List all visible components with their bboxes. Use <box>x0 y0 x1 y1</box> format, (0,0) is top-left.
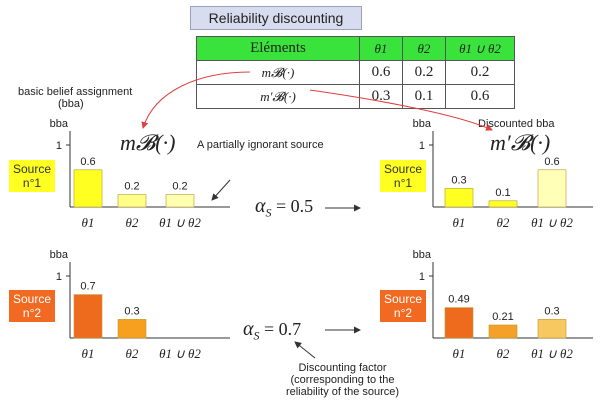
m-prime-formula: m′𝓑(·) <box>490 130 551 155</box>
category-label: θ1 <box>453 346 466 361</box>
data-label: 0.7 <box>80 281 95 293</box>
bar <box>488 200 518 208</box>
bar <box>444 307 474 339</box>
alpha-symbol: α <box>255 195 266 217</box>
data-label: 0.49 <box>448 294 469 306</box>
source1-label-right: Source n°1 <box>380 160 426 192</box>
alpha-value-1: = 0.5 <box>276 196 314 216</box>
table-cell: 0.2 <box>445 60 515 85</box>
source2-label-right: Source n°2 <box>380 290 426 322</box>
y-axis-label: bba <box>50 249 69 261</box>
header-elements: Eléments <box>196 36 360 61</box>
y-axis-label: bba <box>413 249 432 261</box>
bar <box>165 194 195 208</box>
bar <box>117 194 147 208</box>
bba-annotation-line2: (bba) <box>58 98 84 110</box>
alpha-subscript: S <box>253 328 260 343</box>
table-row: m′𝓑(·) 0.3 0.1 0.6 <box>196 84 515 109</box>
source-label-line2: n°2 <box>22 306 42 320</box>
table-to-m-arrow <box>141 71 251 129</box>
source2-label-left: Source n°2 <box>9 290 55 322</box>
ignorant-source-note: A partially ignorant source <box>197 139 324 151</box>
bar <box>537 319 567 339</box>
category-label: θ1 ∪ θ2 <box>531 346 573 361</box>
row-label-m-prime: m′𝓑(·) <box>196 84 360 109</box>
header-union: θ1 ∪ θ2 <box>445 36 515 61</box>
alpha-symbol: α <box>243 318 254 340</box>
data-label: 0.1 <box>495 187 510 199</box>
bar <box>117 319 147 339</box>
category-label: θ1 <box>453 215 466 230</box>
discounting-factor-note: Discounting factor (corresponding to the… <box>280 362 405 398</box>
category-label: θ2 <box>126 346 139 361</box>
alpha-value-2: = 0.7 <box>264 319 302 339</box>
data-label: 0.3 <box>451 174 466 186</box>
category-label: θ2 <box>497 215 510 230</box>
row-label-m: m𝓑(·) <box>196 60 360 85</box>
data-label: 0.3 <box>124 305 139 317</box>
table-cell: 0.6 <box>445 84 515 109</box>
table-cell: 0.6 <box>359 60 403 85</box>
data-label: 0.21 <box>492 311 513 323</box>
source-label-line2: n°1 <box>393 176 413 190</box>
factor-line1: Discounting factor <box>298 362 387 374</box>
bar <box>73 169 103 208</box>
data-label: 0.6 <box>544 156 559 168</box>
category-label: θ2 <box>497 346 510 361</box>
table-cell: 0.2 <box>402 60 446 85</box>
category-label: θ1 ∪ θ2 <box>159 215 201 230</box>
source-label-line1: Source <box>12 162 52 176</box>
source-label-line1: Source <box>383 292 423 306</box>
y-axis-label: bba <box>413 118 432 130</box>
alpha-subscript: S <box>265 205 272 220</box>
elements-table: Eléments θ1 θ2 θ1 ∪ θ2 m𝓑(·) 0.6 0.2 0.2… <box>196 36 515 109</box>
header-theta2: θ2 <box>402 36 446 61</box>
factor-line2: (corresponding to the <box>290 374 395 386</box>
discounted-bba-note: Discounted bba <box>478 118 555 130</box>
data-label: 0.6 <box>80 156 95 168</box>
factor-line3: reliability of the source) <box>285 386 400 398</box>
bar <box>488 324 518 339</box>
category-label: θ1 <box>82 215 95 230</box>
y-axis-label: bba <box>50 118 69 130</box>
table-cell: 0.1 <box>402 84 446 109</box>
source1-label-left: Source n°1 <box>9 160 55 192</box>
table-to-m-prime-arrow <box>309 89 493 131</box>
category-label: θ1 ∪ θ2 <box>159 346 201 361</box>
diagram-title: Reliability discounting <box>190 6 362 30</box>
bba-annotation: basic belief assignment (bba) <box>18 86 132 110</box>
source-label-line2: n°1 <box>22 176 42 190</box>
alpha-source1: αS = 0.5 <box>255 195 313 221</box>
bar <box>73 294 103 339</box>
category-label: θ2 <box>126 215 139 230</box>
y-tick-label: 1 <box>419 140 425 152</box>
data-label: 0.2 <box>172 181 187 193</box>
y-tick-label: 1 <box>56 271 62 283</box>
source-label-line1: Source <box>383 162 423 176</box>
m-formula: m𝓑(·) <box>120 130 176 155</box>
header-theta1: θ1 <box>359 36 403 61</box>
data-label: 0.2 <box>124 181 139 193</box>
bar <box>444 188 474 208</box>
category-label: θ1 <box>82 346 95 361</box>
table-row: m𝓑(·) 0.6 0.2 0.2 <box>196 60 515 85</box>
bar <box>537 169 567 208</box>
factor-arrow <box>294 341 316 359</box>
ignorant-arrow <box>211 179 231 201</box>
bba-annotation-line1: basic belief assignment <box>18 86 133 98</box>
source-label-line2: n°2 <box>393 306 413 320</box>
data-label: 0.3 <box>544 305 559 317</box>
category-label: θ1 ∪ θ2 <box>531 215 573 230</box>
y-tick-label: 1 <box>56 140 62 152</box>
y-tick-label: 1 <box>419 271 425 283</box>
table-header-row: Eléments θ1 θ2 θ1 ∪ θ2 <box>196 36 515 61</box>
alpha-source2: αS = 0.7 <box>243 318 301 344</box>
source-label-line1: Source <box>12 292 52 306</box>
